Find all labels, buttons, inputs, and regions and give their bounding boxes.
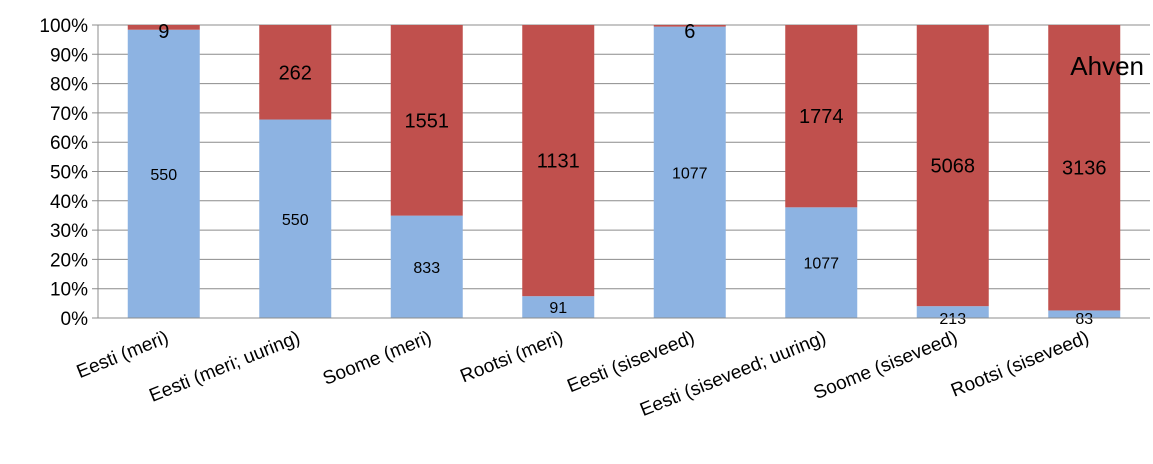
y-tick-label: 50% bbox=[50, 163, 88, 184]
data-label: 91 bbox=[549, 300, 567, 317]
bar-segment-2 bbox=[127, 25, 200, 30]
bar-segment-2 bbox=[522, 25, 595, 297]
bar-segment-1 bbox=[390, 215, 463, 318]
data-label: 550 bbox=[150, 167, 177, 184]
data-label: 83 bbox=[1075, 311, 1093, 328]
bar-segment-2 bbox=[259, 25, 332, 120]
data-label: 5068 bbox=[931, 156, 976, 178]
bar-segment-1 bbox=[785, 207, 858, 318]
x-tick-label: Soome (meri) bbox=[320, 327, 435, 390]
data-label: 1551 bbox=[405, 110, 450, 132]
bar-segment-1 bbox=[522, 296, 595, 318]
bar-segment-1 bbox=[653, 26, 726, 319]
y-tick-label: 0% bbox=[61, 309, 89, 330]
data-label: 6 bbox=[684, 21, 695, 43]
y-tick-label: 30% bbox=[50, 221, 88, 242]
x-tick-label: Eesti (meri; uuring) bbox=[146, 327, 303, 407]
y-tick-label: 80% bbox=[50, 75, 88, 96]
y-tick-label: 20% bbox=[50, 250, 88, 271]
gridlines bbox=[92, 24, 1150, 319]
data-label: 3136 bbox=[1062, 158, 1107, 180]
data-label: 262 bbox=[279, 62, 312, 84]
bar-segment-1 bbox=[127, 29, 200, 319]
bar-segment-1 bbox=[1048, 310, 1121, 318]
y-axis-tick-labels: 0% 10% 20% 30% 40% 50% 60% 70% 80% 90% 100% bbox=[39, 16, 88, 330]
data-label: 9 bbox=[158, 21, 169, 43]
y-tick-label: 10% bbox=[50, 280, 88, 301]
data-label: 1774 bbox=[799, 106, 844, 128]
data-label: 1077 bbox=[672, 165, 708, 182]
y-tick-label: 60% bbox=[50, 133, 88, 154]
bar-segment-2 bbox=[785, 25, 858, 208]
bar-segment-1 bbox=[259, 119, 332, 319]
data-label: 213 bbox=[939, 311, 966, 328]
data-label: 550 bbox=[282, 212, 309, 229]
x-tick-label: Soome (siseveed) bbox=[811, 327, 961, 404]
y-tick-label: 70% bbox=[50, 104, 88, 125]
bar-segment-2 bbox=[1048, 25, 1121, 311]
y-tick-label: 100% bbox=[39, 16, 88, 37]
bar-segment-2 bbox=[390, 25, 463, 216]
y-tick-label: 40% bbox=[50, 192, 88, 213]
bars bbox=[127, 25, 1121, 319]
bar-segment-1 bbox=[916, 306, 989, 318]
data-label: 833 bbox=[413, 260, 440, 277]
data-label: 1077 bbox=[803, 256, 839, 273]
y-tick-label: 90% bbox=[50, 45, 88, 66]
chart-title: Ahven bbox=[1070, 51, 1144, 81]
data-label: 1131 bbox=[537, 151, 580, 173]
bar-segment-2 bbox=[653, 25, 726, 27]
x-tick-label: Eesti (meri) bbox=[74, 327, 172, 383]
x-tick-label: Rootsi (siseveed) bbox=[948, 327, 1092, 401]
bar-segment-2 bbox=[916, 25, 989, 307]
x-tick-label: Rootsi (meri) bbox=[457, 327, 566, 387]
data-labels: 550 9 550 262 833 1551 91 1131 1077 6 1077 1774 213 5… bbox=[150, 21, 1106, 328]
